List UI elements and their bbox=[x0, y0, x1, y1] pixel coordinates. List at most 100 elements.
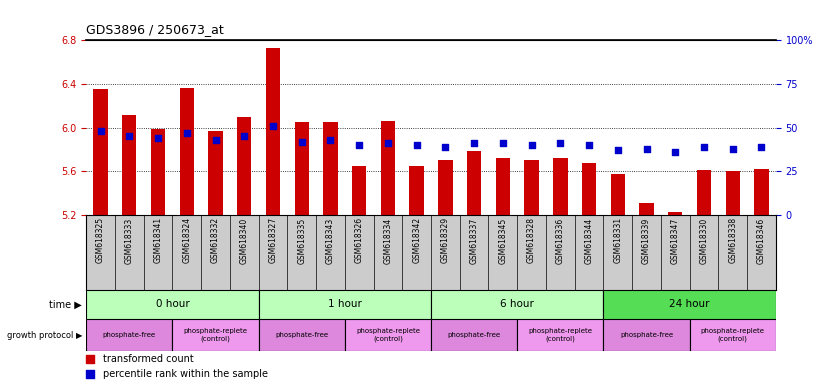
Point bbox=[438, 144, 452, 150]
Bar bbox=[603, 319, 690, 351]
Bar bbox=[754, 169, 768, 215]
Text: GSM618332: GSM618332 bbox=[211, 217, 220, 263]
Bar bbox=[151, 129, 165, 215]
Text: GSM618343: GSM618343 bbox=[326, 217, 335, 263]
Text: GSM618339: GSM618339 bbox=[642, 217, 651, 263]
Bar bbox=[438, 161, 452, 215]
Text: phosphate-replete
(control): phosphate-replete (control) bbox=[701, 328, 764, 342]
Point bbox=[697, 144, 710, 150]
Bar bbox=[611, 174, 625, 215]
Point bbox=[553, 140, 566, 146]
Text: GSM618333: GSM618333 bbox=[125, 217, 134, 263]
Point bbox=[410, 142, 424, 148]
Point bbox=[151, 135, 164, 141]
Bar bbox=[431, 319, 517, 351]
Bar bbox=[345, 319, 431, 351]
Bar bbox=[172, 319, 259, 351]
Text: GSM618347: GSM618347 bbox=[671, 217, 680, 263]
Bar bbox=[690, 319, 776, 351]
Text: GSM618344: GSM618344 bbox=[585, 217, 594, 263]
Bar bbox=[237, 117, 251, 215]
Text: GSM618335: GSM618335 bbox=[297, 217, 306, 263]
Bar bbox=[122, 114, 136, 215]
Text: GSM618338: GSM618338 bbox=[728, 217, 737, 263]
Point bbox=[582, 142, 595, 148]
Text: 6 hour: 6 hour bbox=[500, 299, 534, 310]
Text: GSM618330: GSM618330 bbox=[699, 217, 709, 263]
Text: phosphate-free: phosphate-free bbox=[447, 332, 501, 338]
Text: phosphate-free: phosphate-free bbox=[620, 332, 673, 338]
Bar bbox=[410, 166, 424, 215]
Point bbox=[468, 140, 481, 146]
Text: phosphate-replete
(control): phosphate-replete (control) bbox=[184, 328, 247, 342]
Bar bbox=[496, 158, 510, 215]
Text: transformed count: transformed count bbox=[103, 354, 195, 364]
Text: GSM618331: GSM618331 bbox=[613, 217, 622, 263]
Point bbox=[283, 166, 296, 172]
Text: GSM618329: GSM618329 bbox=[441, 217, 450, 263]
Text: GSM618346: GSM618346 bbox=[757, 217, 766, 263]
Text: GSM618328: GSM618328 bbox=[527, 217, 536, 263]
Bar bbox=[86, 290, 259, 319]
Text: phosphate-replete
(control): phosphate-replete (control) bbox=[356, 328, 420, 342]
Bar bbox=[180, 88, 194, 215]
Text: GSM618324: GSM618324 bbox=[182, 217, 191, 263]
Bar bbox=[259, 290, 431, 319]
Point bbox=[726, 146, 739, 152]
Bar bbox=[209, 131, 222, 215]
Bar bbox=[525, 161, 539, 215]
Bar bbox=[295, 122, 309, 215]
Text: GSM618334: GSM618334 bbox=[383, 217, 392, 263]
Point bbox=[323, 137, 337, 143]
Point bbox=[496, 140, 509, 146]
Bar bbox=[553, 158, 567, 215]
Bar bbox=[352, 166, 366, 215]
Text: 1 hour: 1 hour bbox=[328, 299, 362, 310]
Text: GSM618340: GSM618340 bbox=[240, 217, 249, 263]
Bar bbox=[431, 290, 603, 319]
Point bbox=[266, 123, 279, 129]
Point bbox=[611, 147, 624, 154]
Text: GSM618326: GSM618326 bbox=[355, 217, 364, 263]
Text: GSM618341: GSM618341 bbox=[154, 217, 163, 263]
Bar bbox=[697, 170, 711, 215]
Point bbox=[640, 146, 654, 152]
Bar bbox=[259, 319, 345, 351]
Bar bbox=[323, 122, 337, 215]
Point bbox=[209, 137, 222, 143]
Text: phosphate-replete
(control): phosphate-replete (control) bbox=[529, 328, 592, 342]
Point bbox=[353, 142, 366, 148]
Bar bbox=[517, 319, 603, 351]
Bar bbox=[467, 151, 481, 215]
Point bbox=[238, 133, 251, 139]
Text: phosphate-free: phosphate-free bbox=[275, 332, 328, 338]
Text: 24 hour: 24 hour bbox=[669, 299, 710, 310]
Text: GDS3896 / 250673_at: GDS3896 / 250673_at bbox=[86, 23, 224, 36]
Text: percentile rank within the sample: percentile rank within the sample bbox=[103, 369, 268, 379]
Text: growth protocol ▶: growth protocol ▶ bbox=[7, 331, 82, 339]
Text: GSM618337: GSM618337 bbox=[470, 217, 479, 263]
Bar bbox=[582, 163, 596, 215]
Point bbox=[381, 140, 394, 146]
Text: 0 hour: 0 hour bbox=[155, 299, 190, 310]
Bar bbox=[640, 203, 654, 215]
Text: GSM618327: GSM618327 bbox=[268, 217, 277, 263]
Text: GSM618336: GSM618336 bbox=[556, 217, 565, 263]
Bar bbox=[381, 121, 395, 215]
Bar bbox=[94, 89, 108, 215]
Text: time ▶: time ▶ bbox=[49, 299, 82, 310]
Bar bbox=[726, 171, 740, 215]
Bar bbox=[668, 212, 682, 215]
Point bbox=[525, 142, 539, 148]
Bar bbox=[603, 290, 776, 319]
Bar bbox=[266, 48, 280, 215]
Text: GSM618345: GSM618345 bbox=[498, 217, 507, 263]
Text: GSM618325: GSM618325 bbox=[96, 217, 105, 263]
Point bbox=[668, 149, 681, 155]
Point bbox=[283, 310, 296, 316]
Point bbox=[181, 130, 194, 136]
Text: phosphate-free: phosphate-free bbox=[103, 332, 156, 338]
Text: GSM618342: GSM618342 bbox=[412, 217, 421, 263]
Point bbox=[754, 144, 768, 150]
Bar bbox=[86, 319, 172, 351]
